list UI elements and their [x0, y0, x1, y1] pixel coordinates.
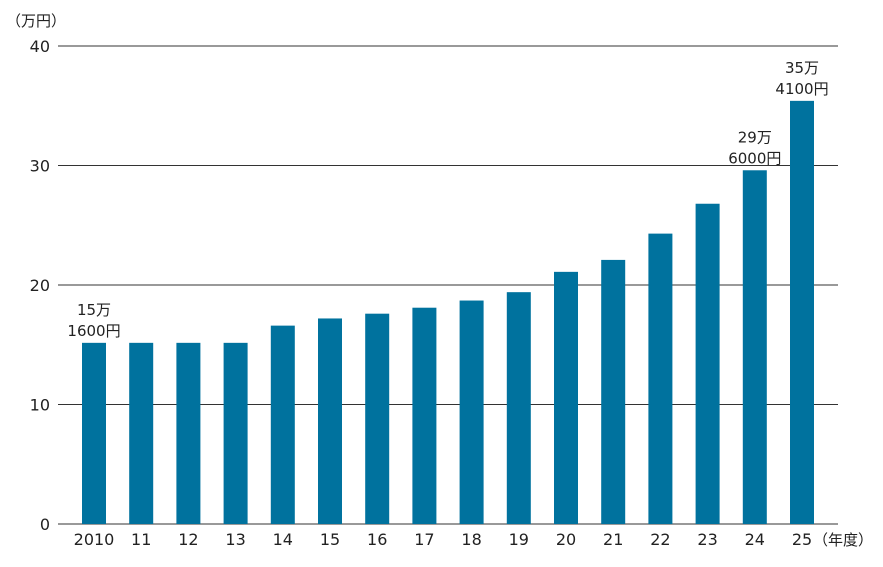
data-labels: 15万 1600円 29万 6000円 35万 4100円 — [67, 59, 828, 340]
y-tick-label: 40 — [30, 37, 50, 56]
x-tick-label: 19 — [509, 530, 529, 549]
bar-2010 — [82, 342, 106, 524]
data-label: 15万 — [77, 301, 111, 319]
data-label: 35万 — [785, 59, 819, 77]
bar-13 — [223, 342, 248, 524]
x-tick-label: 15 — [320, 530, 340, 549]
data-label: 1600円 — [67, 322, 120, 340]
x-axis-unit-label: （年度） — [813, 531, 873, 549]
y-tick-label: 20 — [30, 276, 50, 295]
x-tick-label: 21 — [603, 530, 623, 549]
bar-23 — [695, 203, 720, 525]
bar-12 — [176, 342, 201, 524]
x-tick-label: 11 — [131, 530, 151, 549]
y-tick-label: 0 — [40, 515, 50, 534]
bar-25 — [790, 100, 814, 525]
x-tick-label: 12 — [178, 530, 198, 549]
x-tick-label: 17 — [414, 530, 434, 549]
data-label: 4100円 — [775, 80, 828, 98]
x-tick-label: 25 — [792, 530, 812, 549]
y-tick-label: 30 — [30, 157, 50, 176]
x-tick-label: 13 — [225, 530, 245, 549]
x-tick-label: 2010 — [74, 530, 115, 549]
x-tick-label: 16 — [367, 530, 387, 549]
data-label: 6000円 — [728, 149, 781, 167]
x-tick-label: 14 — [273, 530, 293, 549]
bar-20 — [554, 271, 578, 524]
bar-16 — [365, 313, 390, 524]
bar-21 — [601, 259, 626, 524]
bar-19 — [506, 292, 531, 524]
bar-17 — [412, 307, 437, 524]
bar-14 — [270, 325, 295, 524]
x-tick-label: 18 — [461, 530, 481, 549]
bar-11 — [129, 342, 154, 524]
bar-24 — [742, 170, 767, 524]
gridlines — [58, 45, 838, 525]
x-tick-label: 24 — [745, 530, 765, 549]
x-tick-label: 23 — [697, 530, 717, 549]
x-tick-label: 20 — [556, 530, 576, 549]
bar-18 — [459, 300, 484, 524]
x-tick-label: 22 — [650, 530, 670, 549]
y-tick-label: 10 — [30, 396, 50, 415]
axes: （万円） （年度） 0 10 20 30 40 2010 11 12 13 14 15 16 17 18 1… — [6, 12, 873, 549]
data-label: 29万 — [738, 128, 772, 146]
bars — [82, 100, 814, 525]
bar-22 — [648, 233, 673, 525]
bar-15 — [318, 318, 342, 524]
y-axis-unit-label: （万円） — [6, 12, 66, 30]
